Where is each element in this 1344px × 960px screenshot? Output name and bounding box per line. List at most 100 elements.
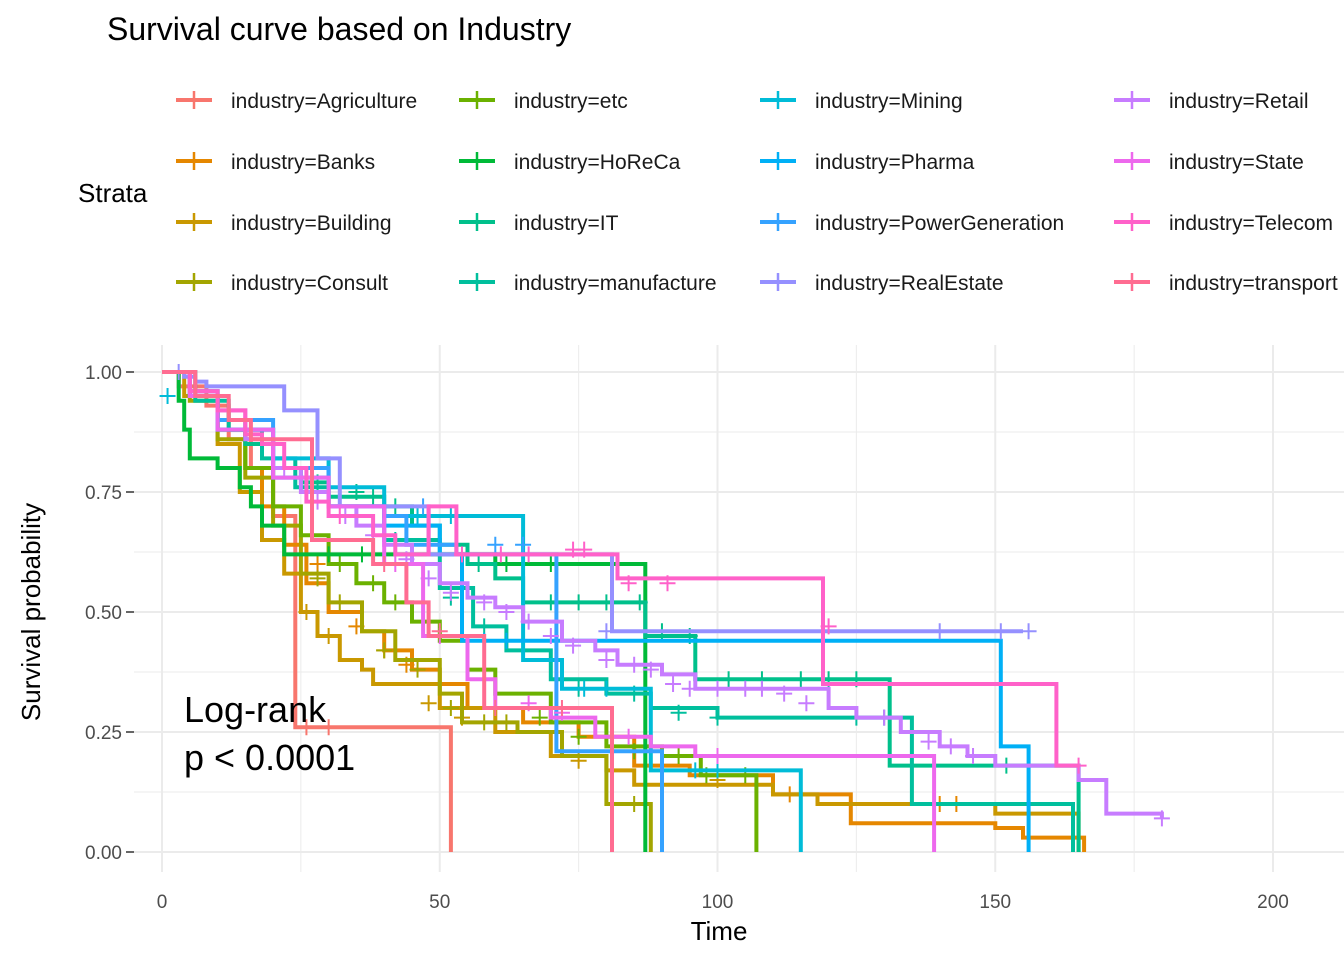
legend-item: industry=IT xyxy=(459,212,619,235)
censor-mark xyxy=(515,536,532,553)
legend-label: industry=Consult xyxy=(231,272,388,295)
grid xyxy=(134,345,1344,872)
legend-label: industry=Building xyxy=(231,212,392,235)
legend-item: industry=Consult xyxy=(176,272,388,295)
censor-mark xyxy=(876,709,893,726)
censor-mark xyxy=(1070,757,1087,774)
legend-label: industry=etc xyxy=(514,90,628,113)
censor-mark xyxy=(453,546,470,563)
legend-item: industry=State xyxy=(1114,151,1304,174)
survival-curves xyxy=(159,364,1170,852)
censor-mark xyxy=(498,714,515,731)
censor-mark xyxy=(331,556,348,572)
censor-mark xyxy=(376,642,393,659)
censor-mark xyxy=(498,604,515,620)
censor-mark xyxy=(531,709,548,726)
censor-mark xyxy=(792,671,809,688)
legend-label: industry=IT xyxy=(514,212,619,235)
curve-transport xyxy=(162,370,614,852)
censor-mark xyxy=(965,748,982,764)
annotation-line-1: Log-rank xyxy=(184,689,327,730)
censor-mark xyxy=(487,536,504,553)
x-tick-label: 0 xyxy=(157,892,168,913)
legend-label: industry=Banks xyxy=(231,151,375,174)
censor-mark xyxy=(298,719,315,736)
censor-mark xyxy=(631,594,648,611)
censor-mark xyxy=(942,738,959,755)
censor-mark xyxy=(320,628,337,644)
legend-label: industry=Mining xyxy=(815,90,963,113)
censor-mark xyxy=(565,637,582,654)
curve-realestate xyxy=(162,364,1037,640)
annotation-line-2: p < 0.0001 xyxy=(184,737,355,778)
censor-mark xyxy=(753,680,770,697)
legend-item: industry=Mining xyxy=(760,90,963,113)
censor-mark xyxy=(798,695,815,712)
censor-mark xyxy=(498,632,515,649)
censor-mark xyxy=(542,628,559,644)
chart-title: Survival curve based on Industry xyxy=(107,11,571,47)
censor-mark xyxy=(598,623,615,640)
censor-mark xyxy=(670,748,687,764)
censor-mark xyxy=(487,700,504,716)
censor-mark xyxy=(320,719,337,736)
censor-mark xyxy=(365,488,382,505)
legend-item: industry=Building xyxy=(176,212,392,235)
legend-label: industry=manufacture xyxy=(514,272,717,295)
censor-mark xyxy=(520,546,537,563)
legend-label: industry=RealEstate xyxy=(815,272,1004,295)
y-tick-label: 0.25 xyxy=(85,723,122,744)
km-step-line xyxy=(162,370,1164,819)
censor-mark xyxy=(498,556,515,572)
y-axis-title: Survival probability xyxy=(16,503,46,721)
x-tick-label: 100 xyxy=(702,892,734,913)
censor-mark xyxy=(476,714,493,731)
censor-mark xyxy=(353,546,370,563)
x-axis-title: Time xyxy=(691,916,748,946)
censor-mark xyxy=(642,661,659,678)
censor-mark xyxy=(420,695,437,712)
censor-mark xyxy=(626,656,643,673)
censor-mark xyxy=(576,680,593,697)
censor-mark xyxy=(309,570,326,587)
censor-mark xyxy=(709,762,726,779)
legend-item: industry=Pharma xyxy=(760,151,975,174)
censor-mark xyxy=(820,618,837,635)
km-step-line xyxy=(162,370,1081,852)
curve-consult xyxy=(162,370,653,852)
km-step-line xyxy=(162,370,1023,634)
legend-title: Strata xyxy=(78,178,148,208)
censor-mark xyxy=(737,680,754,697)
legend-item: industry=Agriculture xyxy=(176,90,417,113)
censor-mark xyxy=(376,556,393,572)
legend: industry=Agriculture industry=Banks indust… xyxy=(176,90,1338,295)
legend-label: industry=Telecom xyxy=(1169,212,1333,235)
y-tick-label: 1.00 xyxy=(85,363,122,384)
censor-mark xyxy=(476,618,493,635)
legend-item: industry=RealEstate xyxy=(760,272,1004,295)
censor-mark xyxy=(320,546,337,563)
censor-mark xyxy=(670,704,687,721)
censor-mark xyxy=(442,584,459,601)
legend-item: industry=etc xyxy=(459,90,628,113)
censor-mark xyxy=(387,594,404,611)
censor-mark xyxy=(309,556,326,572)
y-tick-label: 0.00 xyxy=(85,843,122,864)
legend-label: industry=Pharma xyxy=(815,151,975,174)
censor-mark xyxy=(570,594,587,611)
x-tick-label: 150 xyxy=(979,892,1011,913)
censor-mark xyxy=(709,748,726,764)
censor-mark xyxy=(570,728,587,745)
x-tick-label: 200 xyxy=(1257,892,1289,913)
censor-mark xyxy=(992,623,1009,640)
km-step-line xyxy=(162,370,653,852)
legend-item: industry=transport xyxy=(1114,272,1338,295)
censor-mark xyxy=(626,796,643,812)
censor-mark xyxy=(331,508,348,524)
censor-mark xyxy=(331,594,348,611)
censor-mark xyxy=(553,700,570,716)
legend-item: industry=Retail xyxy=(1114,90,1308,113)
censor-mark xyxy=(598,652,615,668)
censor-mark xyxy=(1020,623,1037,640)
